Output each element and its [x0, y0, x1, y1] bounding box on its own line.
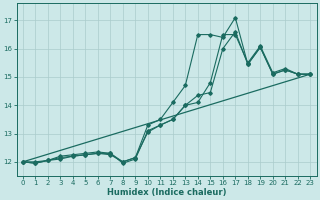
X-axis label: Humidex (Indice chaleur): Humidex (Indice chaleur) [107, 188, 226, 197]
